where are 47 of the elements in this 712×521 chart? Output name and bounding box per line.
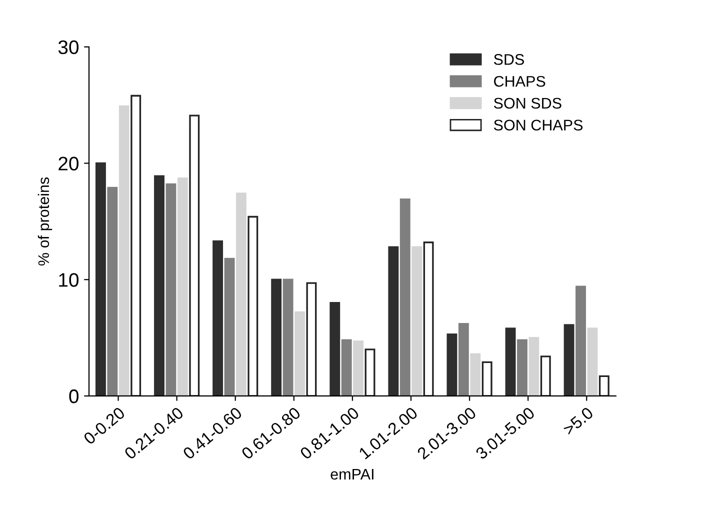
y-tick-label: 20 [58,156,79,170]
bar [154,175,164,396]
bar [294,311,305,396]
legend-label: SON CHAPS [494,120,583,131]
bar [564,324,574,396]
bar [598,375,610,396]
bar [458,322,469,396]
bar [364,348,376,396]
bar [248,216,258,396]
bar [505,328,516,396]
y-tick-label: 10 [59,273,79,287]
bar [212,240,224,396]
x-axis-title: emPAI [330,468,374,480]
bar [388,246,399,396]
bar [482,361,492,396]
bar [423,242,434,396]
legend-label: SDS [494,54,524,65]
bar [130,94,142,396]
bar [177,178,188,396]
legend-label: SON SDS [494,98,562,109]
bar [400,198,410,396]
y-axis-title: % of proteins [38,177,52,266]
bar [540,356,551,396]
bar [236,192,246,396]
bar [516,339,528,396]
bar [341,339,352,396]
bar [306,282,317,396]
bar [576,286,586,396]
bar [412,246,422,396]
bar [282,278,294,396]
bar [446,333,458,396]
bar [166,183,176,396]
bar [353,340,364,396]
bar [189,114,200,396]
y-tick-label: 0 [69,389,79,404]
bar [118,105,130,396]
bar [224,258,235,396]
legend-label: CHAPS [494,76,546,87]
bar [95,162,106,396]
bar [330,302,340,396]
bar [587,328,598,396]
y-tick-label: 30 [58,40,79,54]
bar [528,336,540,396]
bar [107,186,118,396]
bar [271,278,282,396]
bar [470,353,481,396]
x-tick-label: >5.0 [562,406,594,436]
